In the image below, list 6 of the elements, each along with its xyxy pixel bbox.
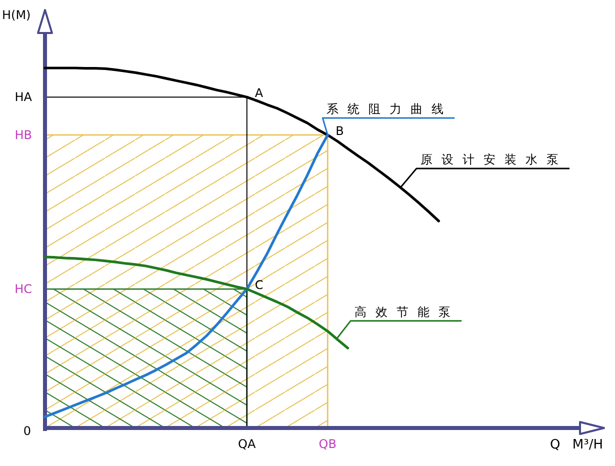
y-axis-title: H(M): [2, 8, 31, 22]
x-axis-title: Q M³/H: [550, 438, 603, 452]
annotation: B: [336, 124, 344, 138]
annotation: 0: [23, 424, 31, 438]
annotation: A: [254, 86, 264, 100]
annotation: C: [254, 278, 264, 292]
